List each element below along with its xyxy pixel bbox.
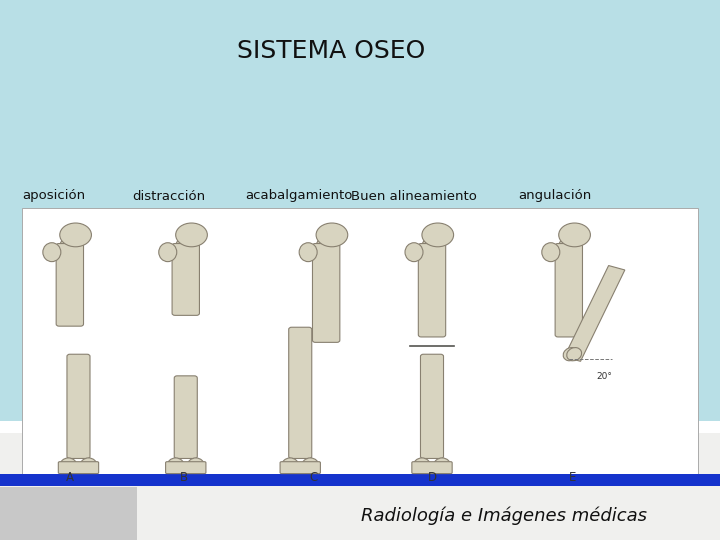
Ellipse shape bbox=[541, 243, 560, 262]
Circle shape bbox=[559, 223, 590, 247]
Ellipse shape bbox=[563, 348, 578, 361]
Circle shape bbox=[60, 223, 91, 247]
Ellipse shape bbox=[43, 243, 60, 262]
FancyBboxPatch shape bbox=[67, 354, 90, 458]
FancyBboxPatch shape bbox=[56, 244, 84, 326]
Text: acabalgamiento: acabalgamiento bbox=[245, 190, 353, 202]
Ellipse shape bbox=[433, 458, 451, 474]
Bar bbox=[0, 433, 720, 540]
FancyBboxPatch shape bbox=[172, 244, 199, 315]
Text: Buen alineamiento: Buen alineamiento bbox=[351, 190, 477, 202]
FancyBboxPatch shape bbox=[280, 462, 320, 474]
Text: D: D bbox=[428, 471, 436, 484]
Text: A: A bbox=[66, 471, 74, 484]
FancyBboxPatch shape bbox=[174, 376, 197, 458]
Ellipse shape bbox=[405, 243, 423, 262]
Text: E: E bbox=[569, 471, 576, 484]
Polygon shape bbox=[175, 225, 202, 250]
Ellipse shape bbox=[187, 458, 204, 474]
Polygon shape bbox=[315, 225, 342, 250]
Polygon shape bbox=[558, 225, 585, 250]
Polygon shape bbox=[564, 266, 625, 361]
FancyBboxPatch shape bbox=[412, 462, 452, 474]
Text: aposición: aposición bbox=[22, 190, 86, 202]
Circle shape bbox=[316, 223, 348, 247]
FancyBboxPatch shape bbox=[420, 354, 444, 458]
Text: SISTEMA OSEO: SISTEMA OSEO bbox=[237, 39, 426, 63]
Bar bbox=[22, 208, 698, 483]
FancyBboxPatch shape bbox=[166, 462, 206, 474]
Bar bbox=[0, 487, 137, 540]
FancyBboxPatch shape bbox=[418, 244, 446, 337]
Bar bbox=[0, 0, 720, 421]
Text: distracción: distracción bbox=[132, 190, 206, 202]
Ellipse shape bbox=[567, 348, 582, 361]
FancyBboxPatch shape bbox=[555, 244, 582, 337]
Text: angulación: angulación bbox=[518, 190, 591, 202]
Text: 20°: 20° bbox=[596, 372, 612, 381]
Text: Radiología e Imágenes médicas: Radiología e Imágenes médicas bbox=[361, 507, 647, 525]
Circle shape bbox=[422, 223, 454, 247]
Ellipse shape bbox=[300, 243, 317, 262]
FancyBboxPatch shape bbox=[58, 462, 99, 474]
Ellipse shape bbox=[302, 458, 319, 474]
Ellipse shape bbox=[158, 243, 177, 262]
Ellipse shape bbox=[80, 458, 97, 474]
Text: C: C bbox=[309, 471, 318, 484]
FancyBboxPatch shape bbox=[312, 244, 340, 342]
Text: B: B bbox=[179, 471, 188, 484]
Ellipse shape bbox=[167, 458, 184, 474]
Ellipse shape bbox=[282, 458, 299, 474]
Bar bbox=[0, 474, 720, 486]
Circle shape bbox=[176, 223, 207, 247]
FancyBboxPatch shape bbox=[289, 327, 312, 458]
Polygon shape bbox=[421, 225, 448, 250]
Polygon shape bbox=[59, 225, 86, 250]
Ellipse shape bbox=[413, 458, 431, 474]
Ellipse shape bbox=[60, 458, 77, 474]
